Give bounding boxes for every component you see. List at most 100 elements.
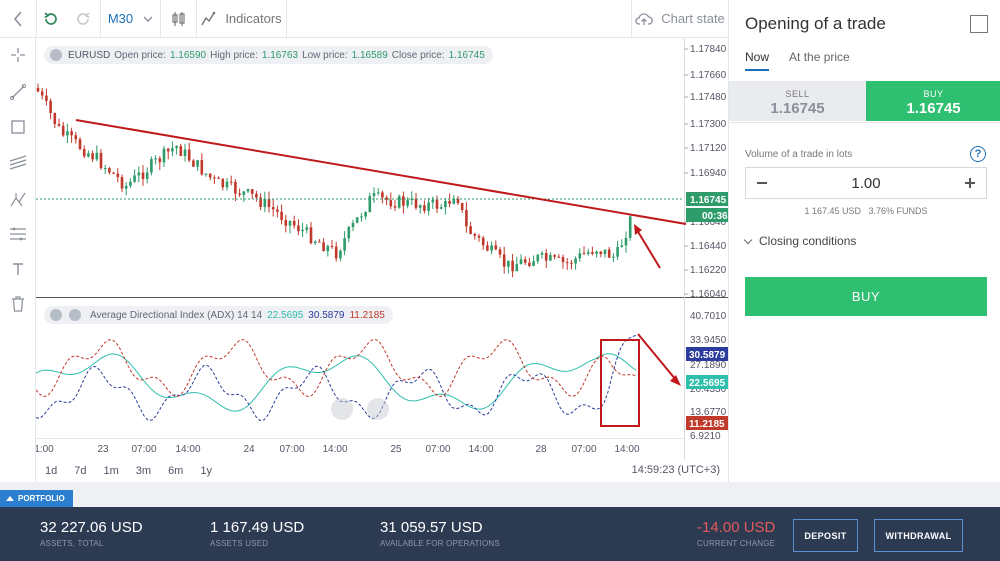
candle-body: [444, 200, 447, 208]
range-6m[interactable]: 6m: [168, 465, 184, 477]
tab-now[interactable]: Now: [745, 50, 770, 71]
adx-badge: [686, 375, 728, 389]
candle-body: [544, 252, 548, 261]
trash-icon: [12, 296, 24, 312]
time-tick-label: 14:00: [175, 444, 200, 455]
legend-low-label: Low price:: [302, 49, 348, 61]
range-1y[interactable]: 1y: [200, 465, 212, 477]
increase-button[interactable]: [954, 168, 986, 198]
candle-body: [507, 260, 510, 267]
buy-button[interactable]: BUY: [745, 277, 987, 316]
candle-body: [145, 172, 149, 179]
time-tick-label: 07:00: [571, 444, 596, 455]
crosshair-tool[interactable]: [7, 44, 29, 66]
candle-body: [452, 198, 456, 204]
candle-body: [431, 199, 435, 203]
candle-body: [389, 200, 393, 207]
volume-stepper: 1.00: [745, 167, 987, 199]
candle-body: [57, 124, 61, 126]
channel-tool[interactable]: [7, 151, 29, 173]
candlestick-icon: [171, 11, 185, 26]
candle-body: [586, 252, 590, 254]
price-chart[interactable]: 1.17840 1.17660 1.17480 1.17300 1.17120 1.169…: [36, 38, 728, 460]
plus-icon: [965, 178, 975, 188]
adx-legend: Average Directional Index (ADX) 14 14 22…: [44, 306, 393, 324]
gear-icon[interactable]: [50, 49, 62, 61]
chevron-down-icon: [743, 235, 753, 244]
annotation-arrow-head: [634, 224, 642, 235]
indicators-button[interactable]: Indicators: [197, 0, 287, 38]
trade-cost-info: 1 167.45 USD 3.76% FUNDS: [745, 206, 987, 216]
volume-input[interactable]: 1.00: [851, 174, 881, 192]
candle-body: [221, 178, 225, 188]
chart-state-label: Chart state: [661, 11, 725, 26]
help-icon[interactable]: ?: [970, 146, 986, 162]
price-tick-label: 1.16640: [690, 217, 727, 228]
candle-body: [259, 197, 262, 207]
price-tick-label: 1.17480: [690, 92, 727, 103]
delete-drawings-tool[interactable]: [7, 293, 29, 315]
current-change-stat: -14.00 USD CURRENT CHANGE: [697, 519, 775, 548]
candle-body: [578, 253, 582, 259]
candle-body: [166, 148, 170, 152]
candle-body: [53, 113, 57, 125]
candle-body: [175, 146, 178, 149]
annotation-arrow: [637, 333, 677, 381]
range-1d[interactable]: 1d: [45, 465, 58, 477]
current-change-label: CURRENT CHANGE: [697, 539, 776, 548]
assets-used-label: ASSETS USED: [210, 539, 269, 548]
pitchfork-tool[interactable]: [7, 188, 29, 210]
deposit-button[interactable]: DEPOSIT: [793, 519, 858, 552]
range-3m[interactable]: 3m: [135, 465, 152, 477]
candle-body: [570, 262, 573, 264]
candle-body: [351, 222, 355, 228]
chevron-left-icon: [13, 10, 22, 27]
trendline-tool[interactable]: [7, 81, 29, 103]
plus-di-line: [36, 334, 637, 422]
adx-value: 22.5695: [267, 309, 304, 321]
current-price-badge: [686, 192, 728, 206]
sell-option[interactable]: SELL 1.16745: [729, 81, 866, 121]
back-button[interactable]: [0, 0, 37, 38]
candle-body: [82, 148, 86, 157]
closing-conditions-toggle[interactable]: Closing conditions: [743, 234, 856, 248]
time-tick-label: 1:00: [36, 444, 54, 455]
candle-body: [112, 172, 115, 174]
candle-body: [179, 146, 183, 156]
interval-select[interactable]: M30: [101, 0, 161, 38]
legend-symbol: EURUSD: [68, 49, 111, 61]
chart-state-button[interactable]: Chart state: [631, 0, 728, 38]
candle-body: [574, 258, 577, 264]
candle-body: [267, 198, 271, 208]
buy-option[interactable]: BUY 1.16745: [866, 81, 1000, 121]
text-tool[interactable]: [7, 258, 29, 280]
candle-body: [120, 177, 124, 189]
range-7d[interactable]: 7d: [74, 465, 87, 477]
fibonacci-tool[interactable]: [7, 223, 29, 245]
chart-type-button[interactable]: [161, 0, 197, 38]
close-icon[interactable]: [50, 309, 62, 321]
redo-button[interactable]: [65, 0, 101, 38]
candle-body: [301, 229, 304, 232]
candle-body: [414, 198, 418, 208]
gear-icon[interactable]: [69, 309, 81, 321]
expand-icon[interactable]: [970, 15, 988, 33]
candle-body: [595, 251, 598, 254]
candle-body: [284, 219, 288, 226]
plus-di-badge: [686, 347, 728, 361]
highlight-box: [600, 339, 640, 427]
candle-body: [423, 205, 426, 211]
candle-body: [515, 264, 519, 272]
candle-body: [473, 233, 477, 236]
portfolio-tab[interactable]: PORTFOLIO: [0, 490, 73, 507]
annotation-arrow: [636, 229, 661, 269]
range-1m[interactable]: 1m: [103, 465, 119, 477]
decrease-button[interactable]: [746, 168, 778, 198]
range-bar: 1d 7d 1m 3m 6m 1y 14:59:23 (UTC+3): [36, 460, 728, 482]
parallel-channel-icon: [9, 155, 27, 170]
undo-button[interactable]: [37, 0, 65, 38]
rectangle-tool[interactable]: [7, 116, 29, 138]
tab-at-price[interactable]: At the price: [789, 50, 850, 64]
withdrawal-button[interactable]: WITHDRAWAL: [874, 519, 963, 552]
sell-price: 1.16745: [770, 100, 825, 117]
